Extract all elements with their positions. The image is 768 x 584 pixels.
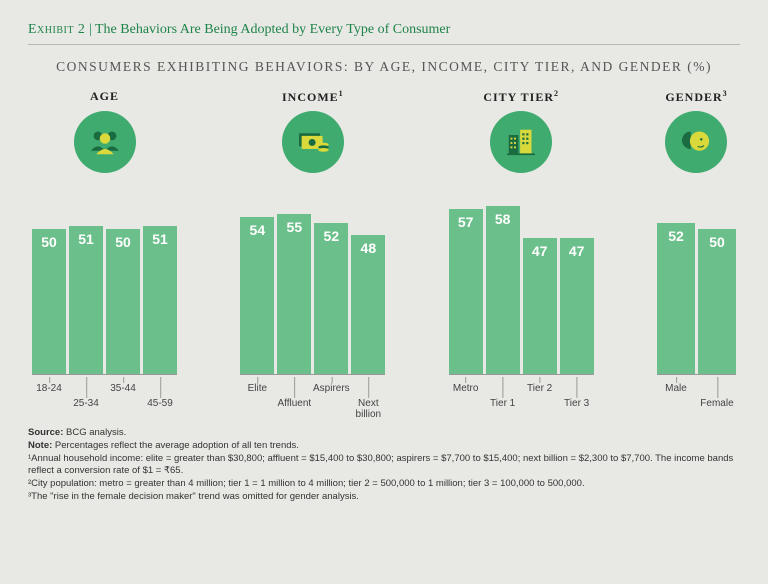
xaxis-income: Elite AffluentAspirers Nextbillion <box>240 375 385 419</box>
bar: 51 <box>143 226 177 374</box>
footnote-1: ¹Annual household income: elite = greate… <box>28 453 740 479</box>
bars-age: 50515051 <box>32 195 177 375</box>
bar: 52 <box>314 223 348 374</box>
bar: 50 <box>32 229 66 374</box>
chart-subtitle: CONSUMERS EXHIBITING BEHAVIORS: BY AGE, … <box>28 59 740 75</box>
exhibit-title-text: The Behaviors Are Being Adopted by Every… <box>95 22 450 37</box>
group-header-age: AGE <box>90 89 119 103</box>
exhibit-title: Exhibit 2 | The Behaviors Are Being Adop… <box>28 22 740 45</box>
bar: 57 <box>449 209 483 374</box>
exhibit-number: Exhibit 2 <box>28 22 85 37</box>
xlabel: Tier 2 <box>527 383 552 394</box>
footnote-2: ²City population: metro = greater than 4… <box>28 478 740 491</box>
xlabel: Nextbillion <box>356 398 382 420</box>
exhibit-container: Exhibit 2 | The Behaviors Are Being Adop… <box>0 0 768 518</box>
xlabel: Elite <box>248 383 267 394</box>
city-icon <box>490 111 552 173</box>
xlabel: Metro <box>453 383 479 394</box>
xlabel: 25-34 <box>73 398 99 409</box>
group-header-gender: GENDER3 <box>665 89 727 103</box>
source-text: BCG analysis. <box>66 427 126 438</box>
xaxis-age: 18-24 25-34 35-44 45-59 <box>32 375 177 419</box>
xlabel: Male <box>665 383 687 394</box>
bar: 54 <box>240 217 274 374</box>
gender-icon <box>665 111 727 173</box>
xlabel: 18-24 <box>36 383 62 394</box>
bar: 52 <box>657 223 695 374</box>
bars-city: 57584747 <box>449 195 594 375</box>
people-icon <box>74 111 136 173</box>
source-label: Source: <box>28 427 63 438</box>
xlabel: Tier 3 <box>564 398 589 409</box>
bar: 51 <box>69 226 103 374</box>
xlabel: 35-44 <box>110 383 136 394</box>
bar: 55 <box>277 214 311 374</box>
bars-income: 54555248 <box>240 195 385 375</box>
xaxis-city: Metro Tier 1 Tier 2 Tier 3 <box>449 375 594 419</box>
group-gender: GENDER3 5250 Male Female <box>657 89 736 419</box>
xaxis-gender: Male Female <box>657 375 736 419</box>
bar: 47 <box>523 238 557 374</box>
bar: 50 <box>698 229 736 374</box>
xlabel: Female <box>700 398 733 409</box>
footnote-3: ³The "rise in the female decision maker"… <box>28 491 740 504</box>
xlabel: Aspirers <box>313 383 350 394</box>
bar: 50 <box>106 229 140 374</box>
group-header-city: CITY TIER2 <box>483 89 559 103</box>
bar: 48 <box>351 235 385 374</box>
money-icon <box>282 111 344 173</box>
group-city: CITY TIER2 57584747MetroTier 1Tier 2Tier… <box>449 89 594 419</box>
chart-area: AGE 5051505118-2425-3435-4445-59INCOME1 … <box>28 89 740 419</box>
group-age: AGE 5051505118-2425-3435-4445-59 <box>32 89 177 419</box>
xlabel: Tier 1 <box>490 398 515 409</box>
bar: 47 <box>560 238 594 374</box>
xlabel: Affluent <box>277 398 311 409</box>
xlabel: 45-59 <box>147 398 173 409</box>
group-header-income: INCOME1 <box>282 89 344 103</box>
note-text: Percentages reflect the average adoption… <box>55 440 299 451</box>
group-income: INCOME1 54555248 Elite AffluentAspirers Nex… <box>240 89 385 419</box>
note-label: Note: <box>28 440 52 451</box>
footnotes: Source: BCG analysis. Note: Percentages … <box>28 427 740 504</box>
bar: 58 <box>486 206 520 374</box>
bars-gender: 5250 <box>657 195 736 375</box>
